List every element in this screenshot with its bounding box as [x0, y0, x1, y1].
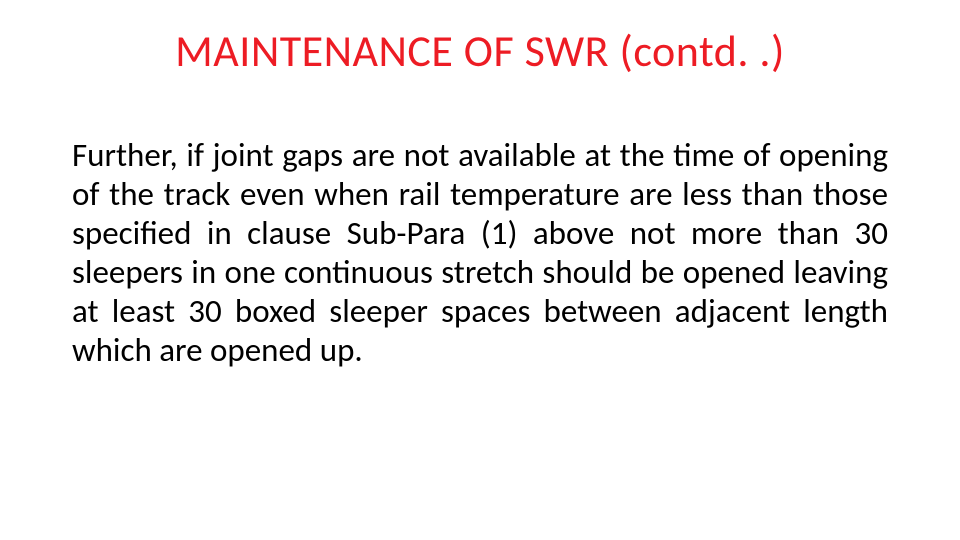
slide-title: MAINTENANCE OF SWR (contd. .) [0, 24, 960, 78]
slide-body-text: Further, if joint gaps are not available… [72, 136, 888, 370]
slide: MAINTENANCE OF SWR (contd. .) Further, i… [0, 0, 960, 540]
